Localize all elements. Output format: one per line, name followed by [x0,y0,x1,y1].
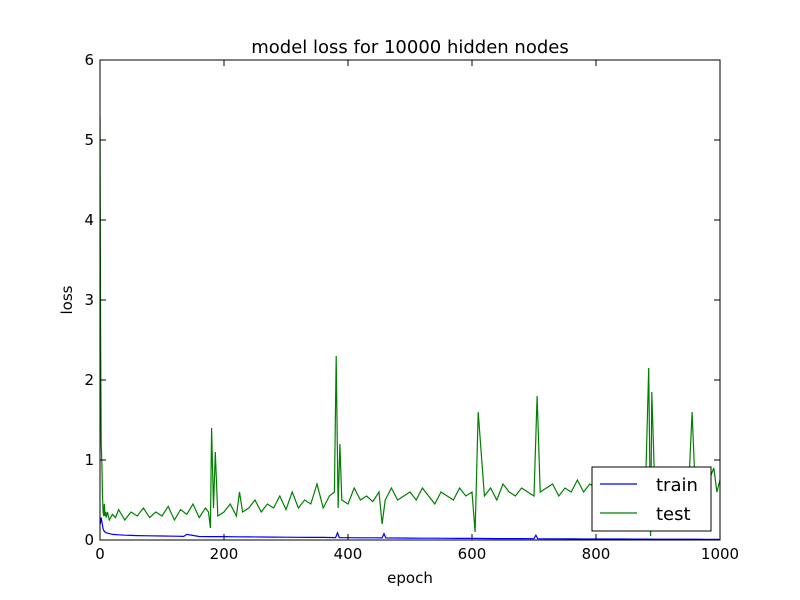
x-tick-label: 0 [95,545,105,563]
y-tick-label: 5 [84,131,94,149]
chart-title: model loss for 10000 hidden nodes [251,37,568,58]
x-tick-label: 800 [582,545,611,563]
x-axis-label: epoch [387,569,433,587]
legend-label-train: train [656,475,698,496]
y-tick-label: 3 [84,291,94,309]
x-tick-label: 1000 [701,545,739,563]
legend-label-test: test [656,504,691,525]
y-tick-label: 6 [84,51,94,69]
x-tick-label: 600 [458,545,487,563]
y-tick-label: 4 [84,211,94,229]
y-tick-label: 1 [84,451,94,469]
legend: train test [591,466,712,532]
x-tick-label: 200 [210,545,239,563]
x-tick-label: 400 [334,545,363,563]
legend-box [591,466,712,532]
y-axis-label: loss [58,285,76,314]
y-tick-label: 2 [84,371,94,389]
axes-frame [99,59,721,541]
y-tick-label: 0 [84,531,94,549]
